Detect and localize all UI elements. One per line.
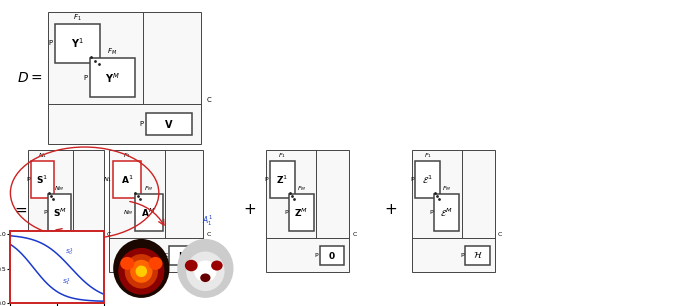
Ellipse shape xyxy=(177,239,233,298)
Text: $+$: $+$ xyxy=(385,202,397,217)
Text: $\mathbf{Id}$: $\mathbf{Id}$ xyxy=(178,250,189,261)
Bar xyxy=(134,194,163,231)
Ellipse shape xyxy=(136,266,147,277)
Text: $\mathbf{0}$: $\mathbf{0}$ xyxy=(328,250,336,261)
Text: $\mathbf{Z}^1$: $\mathbf{Z}^1$ xyxy=(276,173,289,186)
Ellipse shape xyxy=(148,257,163,270)
Bar xyxy=(113,161,141,198)
Text: C: C xyxy=(498,232,502,237)
Ellipse shape xyxy=(113,239,170,298)
Text: $F_M$: $F_M$ xyxy=(107,47,118,57)
Text: $S^1_{1}$: $S^1_{1}$ xyxy=(62,277,71,287)
Ellipse shape xyxy=(211,260,223,271)
Text: P: P xyxy=(26,177,30,182)
Text: $F_1$: $F_1$ xyxy=(123,151,131,160)
Text: $\mathcal{H}$: $\mathcal{H}$ xyxy=(473,250,482,260)
Text: C: C xyxy=(107,232,111,237)
Text: $\mathbf{U}$: $\mathbf{U}$ xyxy=(84,250,92,261)
Bar xyxy=(169,246,197,265)
Text: $N_M$: $N_M$ xyxy=(55,184,65,193)
Text: $\mathbf{S}^1$: $\mathbf{S}^1$ xyxy=(36,173,48,186)
Bar xyxy=(266,150,349,272)
Text: P: P xyxy=(315,253,318,258)
Text: $+$: $+$ xyxy=(243,202,255,217)
Ellipse shape xyxy=(185,260,198,271)
Ellipse shape xyxy=(125,254,158,289)
Text: $A^1_0$: $A^1_0$ xyxy=(143,213,154,228)
Ellipse shape xyxy=(118,248,165,295)
Text: $\mathbf{S}^M$: $\mathbf{S}^M$ xyxy=(53,206,66,219)
Text: $S^1_{0}$: $S^1_{0}$ xyxy=(64,247,73,257)
Text: $=$: $=$ xyxy=(12,202,28,217)
Bar xyxy=(434,194,459,231)
Text: C: C xyxy=(163,253,167,258)
Text: $N_1$: $N_1$ xyxy=(37,151,46,160)
Text: P: P xyxy=(140,121,144,127)
Text: C: C xyxy=(207,97,212,103)
Text: $\mathbf{Y}^1$: $\mathbf{Y}^1$ xyxy=(71,36,84,50)
Text: P: P xyxy=(72,253,75,258)
Text: $\mathbf{Z}^M$: $\mathbf{Z}^M$ xyxy=(294,206,308,219)
Text: $\mathbf{A}^1$: $\mathbf{A}^1$ xyxy=(121,173,134,186)
Text: $N_1$: $N_1$ xyxy=(102,175,111,184)
Text: $D=$: $D=$ xyxy=(17,71,43,85)
Bar xyxy=(28,150,104,272)
Text: P: P xyxy=(44,210,47,215)
Text: $F_M$: $F_M$ xyxy=(297,184,306,193)
Bar xyxy=(289,194,313,231)
Text: $A^1_1$: $A^1_1$ xyxy=(202,213,213,228)
Text: P: P xyxy=(284,210,288,215)
Text: P: P xyxy=(429,210,433,215)
Bar xyxy=(465,246,490,265)
Text: C: C xyxy=(353,232,357,237)
Text: $F_1$: $F_1$ xyxy=(278,151,286,160)
Bar xyxy=(415,161,440,198)
Text: P: P xyxy=(460,253,464,258)
Text: P: P xyxy=(410,177,414,182)
Text: P: P xyxy=(48,40,53,47)
Bar xyxy=(76,246,99,265)
Bar xyxy=(270,161,295,198)
Ellipse shape xyxy=(194,260,217,282)
Text: $N_M$: $N_M$ xyxy=(122,208,133,217)
Bar xyxy=(109,150,203,272)
Text: $\mathcal{E}^M$: $\mathcal{E}^M$ xyxy=(440,206,453,219)
Text: $\mathbf{Y}^M$: $\mathbf{Y}^M$ xyxy=(105,71,120,84)
Text: C: C xyxy=(206,232,211,237)
Bar xyxy=(30,161,53,198)
Text: $\mathcal{E}^1$: $\mathcal{E}^1$ xyxy=(422,173,432,186)
Bar xyxy=(412,150,495,272)
Text: $F_M$: $F_M$ xyxy=(442,184,451,193)
Text: P: P xyxy=(265,177,268,182)
Ellipse shape xyxy=(130,260,152,283)
Bar xyxy=(320,246,345,265)
Text: $F_1$: $F_1$ xyxy=(73,13,82,23)
Bar xyxy=(48,194,71,231)
Bar xyxy=(146,114,192,135)
Ellipse shape xyxy=(120,257,134,270)
Ellipse shape xyxy=(200,274,210,282)
Bar xyxy=(89,58,135,97)
Text: $\mathbf{A}^M$: $\mathbf{A}^M$ xyxy=(141,206,156,219)
Text: $\mathbf{V}$: $\mathbf{V}$ xyxy=(164,118,174,130)
Ellipse shape xyxy=(186,252,224,291)
Text: $F_M$: $F_M$ xyxy=(144,184,153,193)
Bar xyxy=(55,24,100,63)
Text: P: P xyxy=(83,75,87,81)
Text: $F_1$: $F_1$ xyxy=(424,151,432,160)
Bar xyxy=(48,12,201,144)
